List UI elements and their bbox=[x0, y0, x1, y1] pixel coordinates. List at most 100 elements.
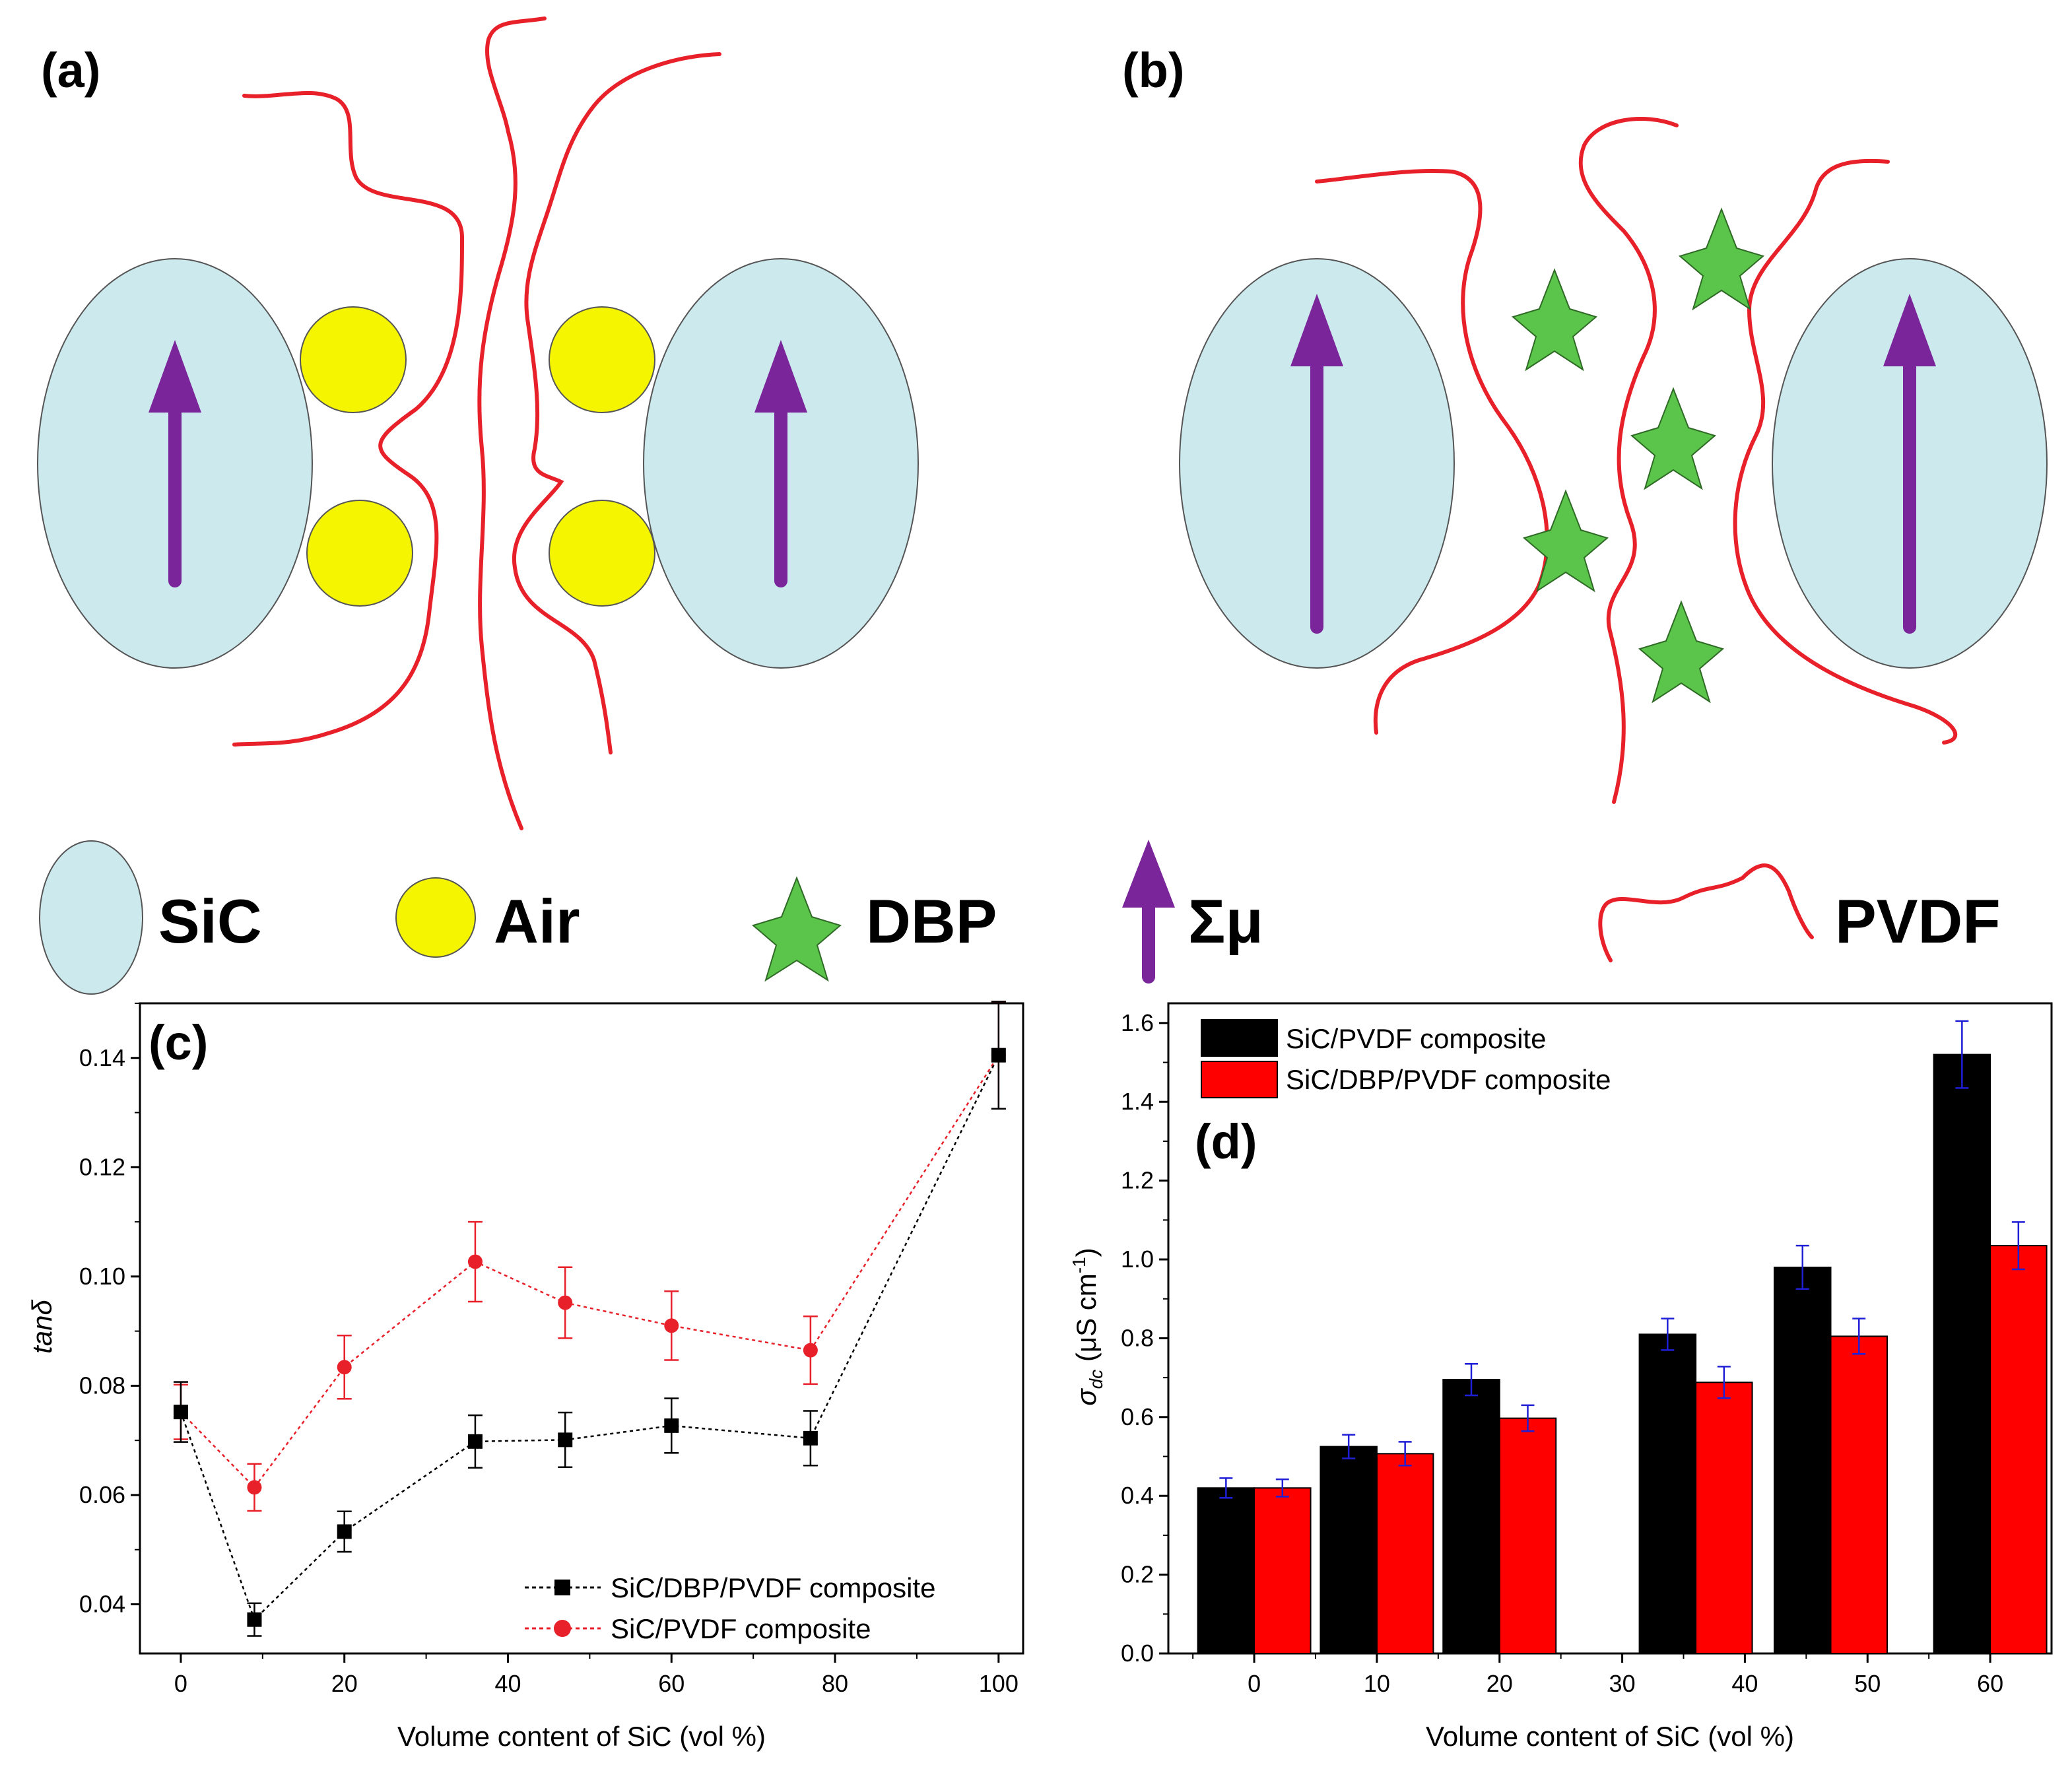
chart-c-y-tick-label: 0.08 bbox=[79, 1372, 125, 1399]
pvdf-chain-a3 bbox=[512, 52, 721, 754]
dipole-legend-label: Σμ bbox=[1188, 886, 1263, 956]
dbp-star-group bbox=[1511, 207, 1765, 704]
bar-1 bbox=[1774, 1266, 1832, 1654]
chart-c-y-tick-label: 0.04 bbox=[79, 1591, 125, 1618]
chart-d-y-axis-label: σdc (μS cm-1) bbox=[1069, 1248, 1106, 1405]
chart-c-x-tick-label: 80 bbox=[822, 1670, 848, 1697]
legend-swatch-sic-pvdf bbox=[1201, 1019, 1278, 1057]
dbp-star-3 bbox=[1630, 387, 1717, 490]
dipole-arrow-left-b bbox=[1290, 294, 1343, 634]
panel-b-label: (b) bbox=[1122, 43, 1185, 98]
dbp-star-2 bbox=[1678, 207, 1765, 311]
data-point bbox=[664, 1418, 679, 1433]
data-point bbox=[337, 1360, 352, 1375]
legend-marker-sic-pvdf bbox=[554, 1620, 571, 1637]
chart-c-series-2 bbox=[173, 1001, 1006, 1512]
chart-d-x-tick-label: 40 bbox=[1731, 1670, 1758, 1697]
bar-2 bbox=[1253, 1487, 1312, 1654]
sic-legend-label: SiC bbox=[158, 886, 262, 956]
chart-d-frame bbox=[1167, 1002, 2053, 1655]
panel-a-schematic: (a) bbox=[37, 17, 919, 830]
bar-2 bbox=[1498, 1417, 1557, 1655]
chart-d-x-tick-label: 10 bbox=[1364, 1670, 1390, 1697]
bar-1 bbox=[1638, 1333, 1697, 1655]
chart-d-y-tick-label: 1.0 bbox=[1121, 1246, 1154, 1273]
data-point bbox=[803, 1430, 818, 1446]
dbp-legend-label: DBP bbox=[866, 886, 997, 956]
dbp-star-4 bbox=[1522, 489, 1609, 593]
dipole-legend-icon bbox=[1122, 840, 1175, 984]
bar-2 bbox=[1830, 1335, 1888, 1655]
chart-c-y-tick-label: 0.12 bbox=[79, 1153, 125, 1180]
chart-c-x-axis-label: Volume content of SiC (vol %) bbox=[397, 1721, 766, 1752]
chart-d-legend-series-2: SiC/DBP/PVDF composite bbox=[1286, 1064, 1611, 1095]
panel-b-schematic: (b) bbox=[1122, 43, 2048, 804]
data-point bbox=[803, 1343, 818, 1358]
pvdf-chain-a2 bbox=[477, 17, 547, 830]
data-point bbox=[991, 1048, 1006, 1063]
bar-1 bbox=[1933, 1053, 1991, 1654]
data-point bbox=[247, 1612, 262, 1627]
chart-c-x-tick-label: 100 bbox=[979, 1670, 1019, 1697]
chart-d-y-tick-label: 1.2 bbox=[1121, 1167, 1154, 1194]
chart-d-x-tick-label: 20 bbox=[1487, 1670, 1513, 1697]
chart-d-legend: SiC/PVDF composite SiC/DBP/PVDF composit… bbox=[1201, 1019, 1611, 1098]
data-point bbox=[467, 1254, 483, 1269]
dbp-star-5 bbox=[1638, 600, 1725, 704]
air-bubble-2 bbox=[306, 500, 413, 607]
sic-legend-icon bbox=[39, 840, 143, 995]
bar-2 bbox=[1695, 1382, 1753, 1655]
chart-d-y-tick-label: 0.0 bbox=[1121, 1640, 1154, 1667]
chart-d-x-tick-label: 0 bbox=[1248, 1670, 1261, 1697]
dipole-arrow-right-a bbox=[754, 340, 807, 587]
chart-c-tan-delta: (c) 0.04 0.06 0.08 0.10 0.12 0.14 0 20 40 60 80 100… bbox=[26, 1001, 1024, 1752]
pvdf-chain-b2 bbox=[1578, 117, 1679, 804]
chart-c-y-tick-label: 0.14 bbox=[79, 1044, 125, 1071]
chart-d-conductivity: 0.0 0.2 0.4 0.6 0.8 1.0 1.2 1.4 1.6 0 10 20 30 40 50 60… bbox=[1069, 1002, 2053, 1752]
chart-d-y-tick-label: 1.6 bbox=[1121, 1009, 1154, 1036]
data-point bbox=[173, 1405, 188, 1420]
chart-d-y-tick-label: 0.6 bbox=[1121, 1403, 1154, 1430]
chart-c-legend: SiC/DBP/PVDF composite SiC/PVDF composit… bbox=[525, 1572, 935, 1644]
bar-1 bbox=[1320, 1446, 1378, 1654]
pvdf-chain-b3 bbox=[1733, 158, 1958, 745]
chart-c-y-tick-label: 0.10 bbox=[79, 1263, 125, 1290]
chart-d-y-tick-label: 1.4 bbox=[1121, 1088, 1154, 1115]
panel-a-label: (a) bbox=[41, 43, 100, 98]
chart-d-y-tick-label: 0.2 bbox=[1121, 1561, 1154, 1588]
pvdf-chain-b1 bbox=[1315, 168, 1549, 735]
chart-c-legend-series-2: SiC/PVDF composite bbox=[611, 1613, 871, 1644]
chart-c-x-tick-label: 20 bbox=[331, 1670, 358, 1697]
series-line bbox=[180, 1055, 999, 1621]
air-legend-icon bbox=[395, 877, 476, 958]
pvdf-chain-a1 bbox=[232, 90, 465, 747]
data-point bbox=[558, 1432, 573, 1448]
chart-d-x-tick-label: 60 bbox=[1977, 1670, 2003, 1697]
panel-d-label: (d) bbox=[1195, 1114, 1257, 1169]
series-line bbox=[180, 1054, 999, 1489]
data-point bbox=[558, 1295, 573, 1310]
chart-d-legend-series-1: SiC/PVDF composite bbox=[1286, 1023, 1546, 1054]
pvdf-legend-label: PVDF bbox=[1835, 886, 2001, 956]
chart-d-y-tick-label: 0.4 bbox=[1121, 1482, 1154, 1509]
data-point bbox=[337, 1524, 352, 1539]
chart-c-x-tick-label: 40 bbox=[494, 1670, 521, 1697]
pvdf-legend-icon bbox=[1598, 863, 1814, 962]
chart-c-legend-series-1: SiC/DBP/PVDF composite bbox=[611, 1572, 935, 1603]
chart-d-x-tick-label: 50 bbox=[1854, 1670, 1881, 1697]
legend-marker-dbp-pvdf bbox=[554, 1580, 570, 1595]
legend-swatch-sic-dbp-pvdf bbox=[1201, 1061, 1278, 1098]
air-legend-label: Air bbox=[494, 886, 580, 956]
chart-c-y-axis-label: tanδ bbox=[26, 1299, 57, 1353]
chart-c-x-tick-label: 0 bbox=[174, 1670, 187, 1697]
data-point bbox=[664, 1318, 679, 1333]
schematic-legend: SiC Air DBP Σμ PVDF bbox=[39, 840, 2001, 995]
data-point bbox=[247, 1480, 262, 1495]
chart-c-x-tick-label: 60 bbox=[658, 1670, 685, 1697]
chart-d-y-tick-label: 0.8 bbox=[1121, 1324, 1154, 1351]
chart-c-series-1 bbox=[173, 1001, 1006, 1637]
dbp-star-1 bbox=[1511, 268, 1598, 372]
air-bubble-1 bbox=[300, 306, 407, 413]
chart-c-frame bbox=[139, 1002, 1024, 1655]
